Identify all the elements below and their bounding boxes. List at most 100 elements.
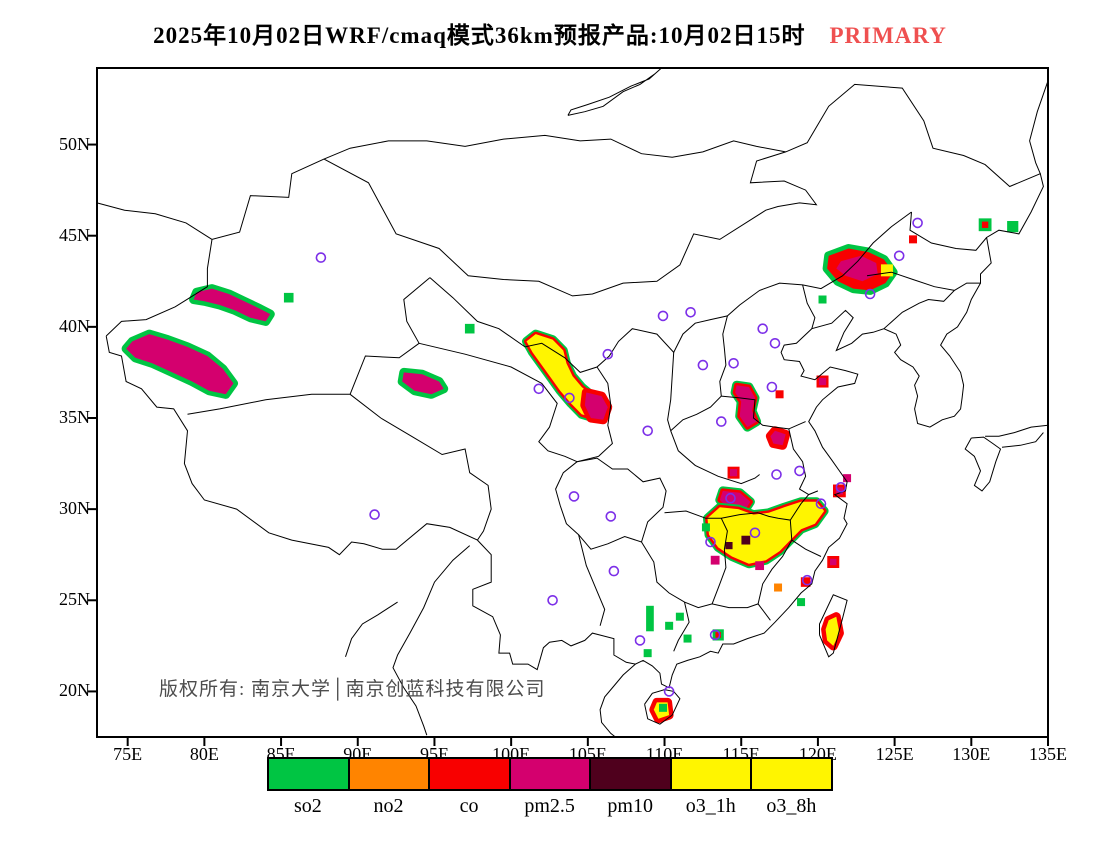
lat-tick-label-45N: 45N xyxy=(59,224,90,245)
city-marker xyxy=(749,527,761,539)
city-marker xyxy=(801,574,813,586)
border-line xyxy=(644,689,681,725)
border-line xyxy=(670,315,728,432)
copyright-text: 版权所有: 南京大学│南京创蓝科技有限公司 xyxy=(159,679,546,700)
pollutant-cell-co xyxy=(909,235,918,244)
lon-tick-label-75E: 75E xyxy=(113,744,143,764)
border-line xyxy=(187,393,351,415)
border-line xyxy=(1001,432,1044,448)
legend-segment-so2: so2 xyxy=(269,759,350,817)
city-marker xyxy=(725,492,736,504)
city-marker xyxy=(605,511,617,522)
city-marker xyxy=(634,635,646,646)
pollutant-cell-co xyxy=(800,577,811,587)
pollutant-cell-so2 xyxy=(675,612,684,621)
border-line xyxy=(711,518,728,605)
border-line xyxy=(1029,80,1049,174)
city-marker xyxy=(728,357,739,369)
border-line xyxy=(349,393,492,541)
border-line xyxy=(883,282,981,428)
legend-segment-pm10: pm10 xyxy=(591,759,672,817)
pollutant-cell-pm10 xyxy=(725,541,733,550)
border-line xyxy=(788,428,809,496)
city-marker xyxy=(315,252,327,263)
border-line xyxy=(418,342,578,463)
city-marker xyxy=(663,686,675,697)
pollutant-cell-so2 xyxy=(643,649,652,658)
lon-tick-label-80E: 80E xyxy=(189,744,219,764)
lat-tick-label-20N: 20N xyxy=(59,680,90,701)
city-marker xyxy=(815,498,827,510)
border-line xyxy=(757,539,793,605)
pollutant-patch-pm25 xyxy=(402,372,444,395)
border-line xyxy=(721,395,806,430)
legend-segment-o3_8h: o3_8h xyxy=(752,759,832,817)
pollutant-cell-so2 xyxy=(797,598,806,607)
city-marker xyxy=(766,381,778,393)
city-marker xyxy=(685,307,696,318)
lon-tick-label-135E: 135E xyxy=(1029,744,1067,764)
pollutant-patch-pm25 xyxy=(584,392,608,420)
legend-segment-no2: no2 xyxy=(349,759,431,817)
border-line xyxy=(599,663,636,738)
pollutant-patch-pm25 xyxy=(836,255,878,282)
border-line xyxy=(670,430,760,485)
border-line xyxy=(392,545,471,736)
city-marker xyxy=(757,323,769,335)
border-line xyxy=(578,534,606,626)
border-line xyxy=(673,601,690,652)
pollutant-patch-o3_1h xyxy=(707,501,825,564)
legend-colorbar: so2 no2 co pm2.5 pm10 o3_1h o3_8h xyxy=(267,757,833,817)
pollutant-cell-co xyxy=(981,221,989,228)
city-marker xyxy=(715,416,727,427)
lat-tick-label-40N: 40N xyxy=(59,315,90,336)
pollutant-cell-pm25 xyxy=(830,558,837,566)
city-marker xyxy=(769,337,781,349)
legend-label-no2: no2 xyxy=(373,795,404,817)
pollutant-cell-so2 xyxy=(283,292,294,303)
lat-tick-label-50N: 50N xyxy=(59,133,90,154)
legend-segment-co: co xyxy=(430,759,511,817)
pollutant-cell-pm25 xyxy=(755,561,765,571)
city-marker xyxy=(568,491,580,502)
border-line xyxy=(985,424,1049,437)
map-frame xyxy=(96,67,1049,738)
city-marker xyxy=(369,509,380,520)
border-line xyxy=(667,352,675,431)
city-marker xyxy=(657,310,669,322)
pollutant-cell-so2 xyxy=(1007,220,1019,233)
legend-segment-o3_1h: o3_1h xyxy=(671,759,753,817)
lon-tick-label-130E: 130E xyxy=(952,744,991,764)
legend-label-so2: so2 xyxy=(293,795,322,817)
pollutant-cell-pm25 xyxy=(843,474,852,483)
city-marker xyxy=(533,383,545,395)
city-marker xyxy=(794,465,805,477)
legend-segment-pm2.5: pm2.5 xyxy=(510,759,592,817)
border-line xyxy=(105,83,1044,689)
border-line xyxy=(576,366,613,463)
pollutant-cell-so2 xyxy=(658,703,667,712)
pollutant-legend: so2 no2 co pm2.5 pm10 o3_1h o3_8h xyxy=(267,757,833,821)
page-title: 2025年10月02日WRF/cmaq模式36km预报产品:10月02日15时 P… xyxy=(0,16,1100,50)
city-marker xyxy=(893,250,905,262)
pollutant-patch-pm25 xyxy=(735,385,757,428)
pollutant-patch-pm25 xyxy=(126,334,234,395)
pollutant-cell-so2 xyxy=(701,523,710,532)
legend-label-pm10: pm10 xyxy=(607,795,653,817)
forecast-title-text: 2025年10月02日WRF/cmaq模式36km预报产品:10月02日15时 xyxy=(153,23,806,48)
border-line xyxy=(757,512,793,541)
legend-label-co: co xyxy=(459,795,479,817)
border-line xyxy=(866,271,955,291)
border-line xyxy=(555,457,667,550)
border-line xyxy=(96,202,213,240)
lat-tick-label-25N: 25N xyxy=(59,589,90,610)
city-marker xyxy=(642,425,654,437)
city-marker xyxy=(547,594,558,606)
pollutant-cell-pm25 xyxy=(818,377,827,386)
lat-tick-label-30N: 30N xyxy=(59,498,90,519)
pollutant-patch-so2 xyxy=(646,605,654,632)
border-line xyxy=(964,436,1002,492)
pollutant-cell-no2 xyxy=(774,583,783,592)
city-marker xyxy=(608,565,620,577)
